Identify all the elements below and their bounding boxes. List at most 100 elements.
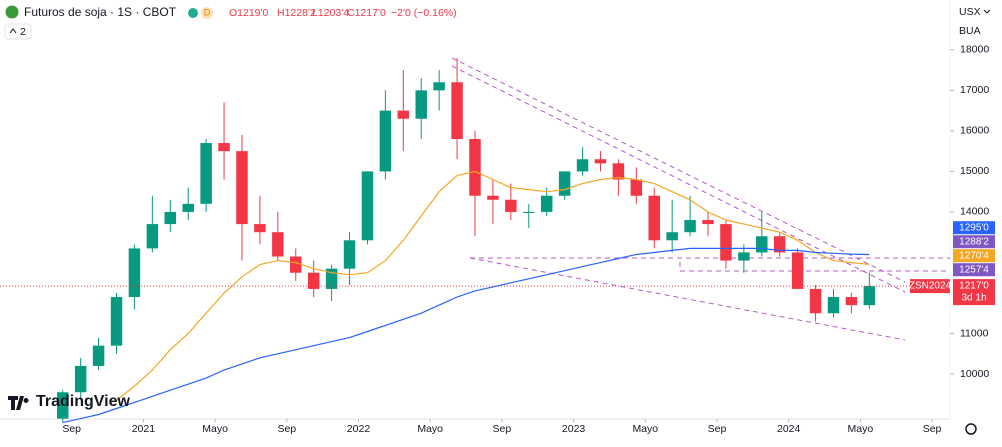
logo-mark (8, 396, 29, 410)
candle-body (218, 143, 230, 152)
y-tick-label: 17000 (960, 84, 989, 96)
y-tick-label: 18000 (960, 44, 989, 56)
candle-body (648, 195, 660, 241)
last-price-label: 1217'0 (959, 281, 989, 292)
scale-mode[interactable]: BUA (959, 25, 981, 37)
candle-body (379, 110, 392, 172)
price-label-box (953, 235, 995, 249)
x-tick-label: Mayo (417, 423, 443, 435)
symbol-label: ZSN2024 (909, 281, 952, 292)
x-tick-label: 2023 (562, 423, 586, 435)
candle-body (272, 232, 284, 257)
y-tick-label: 14000 (960, 206, 989, 218)
symbol-box (910, 279, 950, 294)
candle-body (433, 82, 445, 91)
currency[interactable]: USX (959, 6, 981, 18)
price-label: 1288'2 (959, 236, 989, 247)
countdown: 3d 1h (961, 293, 986, 304)
candle-body (684, 220, 696, 233)
price-label: 1270'4 (959, 250, 989, 261)
x-tick-label: Mayo (202, 423, 228, 435)
x-tick-label: Sep (708, 423, 727, 435)
candle-body (863, 286, 876, 306)
x-tick-label: Sep (62, 423, 81, 435)
candle-body (594, 159, 607, 164)
moving-average (62, 247, 870, 424)
candle-body (451, 82, 463, 139)
candle-body (200, 143, 212, 204)
trend-lines (451, 57, 950, 341)
candle-body (469, 138, 481, 196)
chevron (983, 9, 991, 14)
candle-body (236, 151, 248, 225)
candle-body (505, 199, 517, 212)
candle-body (128, 248, 141, 298)
x-tick-label: 2024 (777, 423, 801, 435)
candle-body (361, 171, 374, 241)
trend-line (469, 257, 906, 341)
ohlc-low: L1203'4 (312, 7, 349, 19)
moving-average (116, 170, 870, 401)
x-tick-label: Mayo (632, 423, 658, 435)
candle-body (523, 211, 535, 213)
trend-line (451, 57, 906, 283)
price-label: 1257'4 (959, 264, 989, 275)
brand-name: TradingView (36, 393, 131, 410)
candle-body (738, 252, 750, 261)
candle-body (576, 159, 589, 172)
x-tick-label: Sep (493, 423, 512, 435)
candle-body (756, 236, 768, 253)
candle-body (827, 297, 840, 314)
settings-icon[interactable] (965, 423, 977, 435)
x-tick-label: Mayo (848, 423, 874, 435)
candle-body (558, 171, 571, 196)
indicators-toggle[interactable] (4, 23, 32, 40)
candle-body (307, 272, 320, 289)
candle-body (290, 256, 302, 273)
candle-body (415, 90, 427, 119)
price-label: 1295'0 (959, 222, 989, 233)
interval-badge-bg (201, 7, 213, 19)
x-tick-label: Sep (923, 423, 942, 435)
candle-body (397, 110, 410, 119)
price-label-box (953, 263, 995, 277)
symbol-icon (5, 5, 19, 19)
ohlc-close: C1217'0 (347, 7, 386, 19)
x-tick-label: 2022 (347, 423, 371, 435)
candle-body (164, 211, 177, 225)
candle-body (702, 220, 714, 225)
ohlc-high: H1228'2 (277, 7, 316, 19)
candle-body (74, 365, 87, 393)
chart-title: Futuros de soja · 1S · CBOT (24, 5, 177, 19)
candle-body (773, 236, 786, 253)
candle-body (325, 268, 338, 289)
brand-logo: TradingView (8, 393, 131, 410)
y-tick-label: 10000 (960, 368, 989, 380)
price-label-box (953, 221, 995, 235)
candle-body (146, 224, 159, 249)
ohlc-open: O1219'0 (229, 7, 269, 19)
candle-body (630, 179, 643, 196)
candle-body (845, 297, 858, 306)
candle-body (57, 392, 69, 419)
candle-body (254, 224, 266, 233)
x-tick-label: Sep (277, 423, 296, 435)
interval-badge: D (204, 7, 211, 17)
candle-body (540, 195, 553, 212)
status-dot (188, 8, 198, 18)
y-tick-label: 16000 (960, 125, 989, 137)
candle-body (666, 232, 678, 241)
candle-body (720, 224, 732, 261)
last-price-box (953, 279, 995, 306)
candle-body (110, 297, 123, 346)
candle-body (791, 252, 804, 289)
candle-body (182, 203, 194, 212)
chevron (9, 28, 17, 34)
candle-body (612, 163, 625, 180)
candle-body (92, 345, 105, 366)
ohlc-change: −2'0 (−0.16%) (391, 7, 457, 19)
y-tick-label: 11000 (960, 327, 989, 339)
candle-body (343, 240, 356, 269)
